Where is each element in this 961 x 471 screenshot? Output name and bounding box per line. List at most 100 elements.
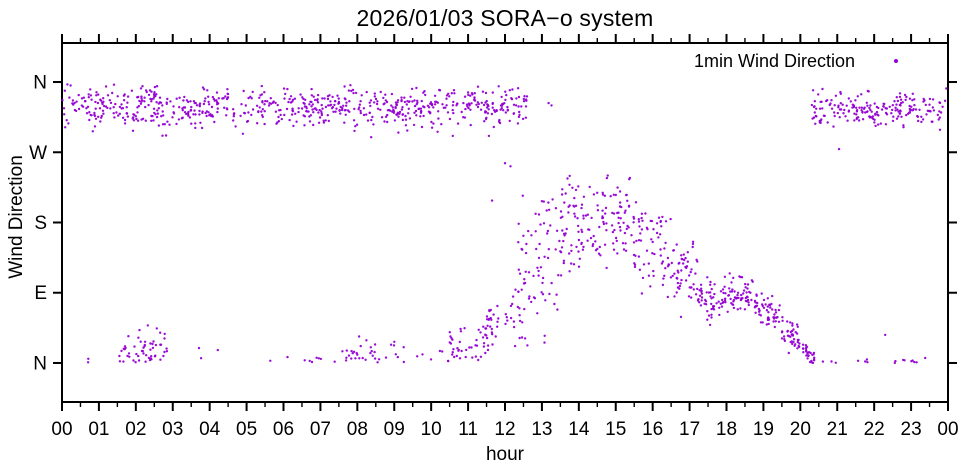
data-point (572, 263, 576, 266)
data-point (789, 340, 792, 344)
data-point (613, 228, 616, 232)
data-point (481, 336, 485, 339)
data-point (120, 103, 123, 106)
data-point (136, 111, 139, 114)
data-point (143, 96, 146, 99)
data-point (499, 108, 502, 111)
data-point (244, 104, 247, 107)
data-point (566, 177, 569, 180)
data-point (854, 99, 857, 102)
data-point (379, 90, 382, 94)
data-point (473, 96, 476, 99)
data-point (821, 360, 825, 363)
data-point (845, 104, 848, 107)
data-point (514, 104, 518, 107)
data-point (812, 105, 816, 109)
data-point (599, 254, 602, 257)
data-point (571, 186, 574, 189)
data-point (662, 277, 665, 280)
data-point (412, 123, 416, 127)
data-point (525, 95, 529, 98)
data-point (101, 109, 105, 113)
data-point (250, 97, 253, 100)
data-point (698, 301, 701, 304)
data-point (910, 105, 913, 109)
data-point (914, 108, 918, 111)
data-point (771, 308, 774, 311)
data-point (518, 110, 521, 114)
data-point (223, 106, 226, 110)
data-point (627, 204, 631, 207)
data-point (81, 105, 85, 108)
data-point (389, 109, 392, 113)
data-point (920, 115, 923, 119)
x-tick-label: 21 (827, 419, 848, 440)
data-point (836, 111, 839, 115)
data-point (732, 300, 735, 303)
data-point (352, 119, 356, 122)
data-point (732, 276, 735, 280)
data-point (390, 104, 393, 107)
data-point (559, 210, 563, 213)
data-point (903, 93, 907, 97)
data-point (753, 299, 757, 303)
data-point (202, 102, 206, 106)
data-point (249, 95, 252, 99)
data-point (704, 298, 707, 302)
data-point (313, 98, 317, 102)
data-point (550, 104, 553, 107)
data-point (393, 119, 397, 122)
data-point (660, 262, 664, 265)
data-point (97, 115, 100, 119)
data-point (345, 101, 348, 104)
data-point (680, 257, 683, 261)
data-point (521, 117, 525, 121)
data-point (661, 260, 665, 263)
data-point (118, 360, 122, 363)
data-point (293, 97, 297, 100)
data-point (343, 85, 346, 88)
data-point (746, 287, 749, 290)
data-point (310, 360, 314, 364)
data-point (452, 348, 455, 351)
x-tick-label: 22 (864, 419, 885, 440)
data-point (358, 106, 361, 109)
data-point (126, 115, 130, 118)
data-point (88, 118, 91, 122)
y-tick-label: S (34, 213, 47, 234)
data-point (929, 110, 932, 113)
data-point (790, 329, 794, 333)
data-point (482, 345, 486, 348)
data-point (322, 121, 326, 124)
data-point (93, 111, 96, 115)
data-point (650, 238, 653, 241)
data-point (183, 111, 187, 114)
data-point (634, 201, 638, 204)
data-point (156, 112, 160, 115)
data-point (289, 95, 293, 98)
data-point (160, 115, 163, 118)
data-point (189, 108, 193, 112)
data-point (754, 304, 758, 308)
data-point (326, 95, 330, 98)
data-point (884, 123, 888, 126)
data-point (900, 115, 903, 119)
data-point (524, 116, 527, 119)
data-point (397, 131, 400, 134)
data-point (397, 115, 400, 118)
data-point (486, 344, 490, 347)
data-point (517, 268, 520, 271)
data-point (91, 130, 95, 133)
data-point (866, 104, 869, 107)
data-point (547, 101, 550, 105)
data-point (621, 242, 625, 245)
data-point (742, 292, 745, 295)
data-point (142, 352, 145, 355)
data-point (241, 132, 245, 135)
data-point (723, 285, 726, 288)
data-point (360, 94, 363, 97)
data-point (456, 122, 460, 125)
data-point (457, 348, 460, 352)
data-point (102, 104, 106, 108)
data-point (547, 201, 550, 204)
